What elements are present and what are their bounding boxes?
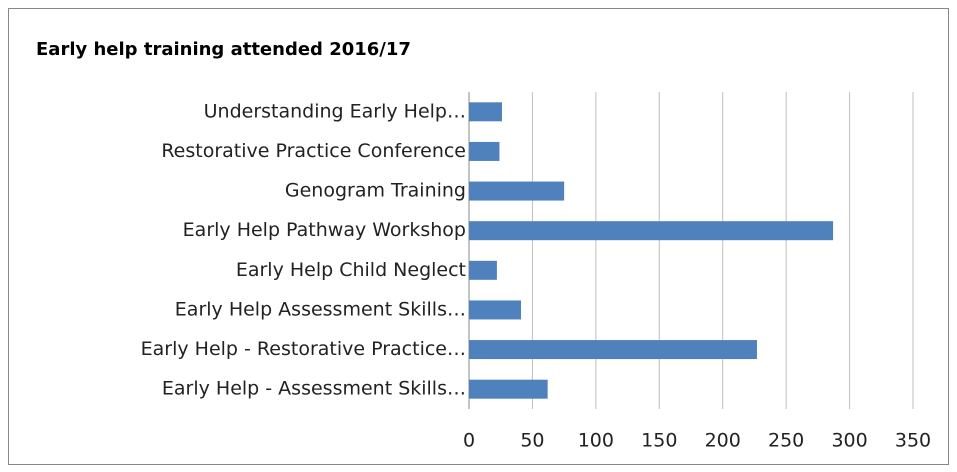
x-tick-label: 300 xyxy=(831,430,867,452)
y-tick-label: Early Help - Assessment Skills… xyxy=(162,378,466,400)
y-tick-label: Early Help Assessment Skills… xyxy=(175,298,466,320)
bar xyxy=(469,221,834,241)
bar xyxy=(469,300,522,320)
bar xyxy=(469,379,548,399)
y-tick-label: Early Help Pathway Workshop xyxy=(183,219,466,241)
bar xyxy=(469,340,757,360)
bar xyxy=(469,102,502,122)
x-tick-label: 350 xyxy=(895,430,931,452)
bar xyxy=(469,141,500,161)
y-tick-label: Genogram Training xyxy=(285,180,466,202)
x-tick-label: 100 xyxy=(578,430,614,452)
x-tick-label: 150 xyxy=(641,430,677,452)
y-tick-label: Restorative Practice Conference xyxy=(161,140,466,162)
y-tick-label: Early Help Child Neglect xyxy=(236,259,466,281)
bar xyxy=(469,260,497,280)
y-tick-label: Understanding Early Help… xyxy=(204,100,466,122)
x-tick-label: 200 xyxy=(705,430,741,452)
x-tick-label: 50 xyxy=(520,430,544,452)
x-tick-label: 250 xyxy=(768,430,804,452)
y-tick-label: Early Help - Restorative Practice… xyxy=(141,338,466,360)
bar xyxy=(469,181,565,201)
chart-title: Early help training attended 2016/17 xyxy=(36,39,411,60)
x-tick-label: 0 xyxy=(463,430,475,452)
